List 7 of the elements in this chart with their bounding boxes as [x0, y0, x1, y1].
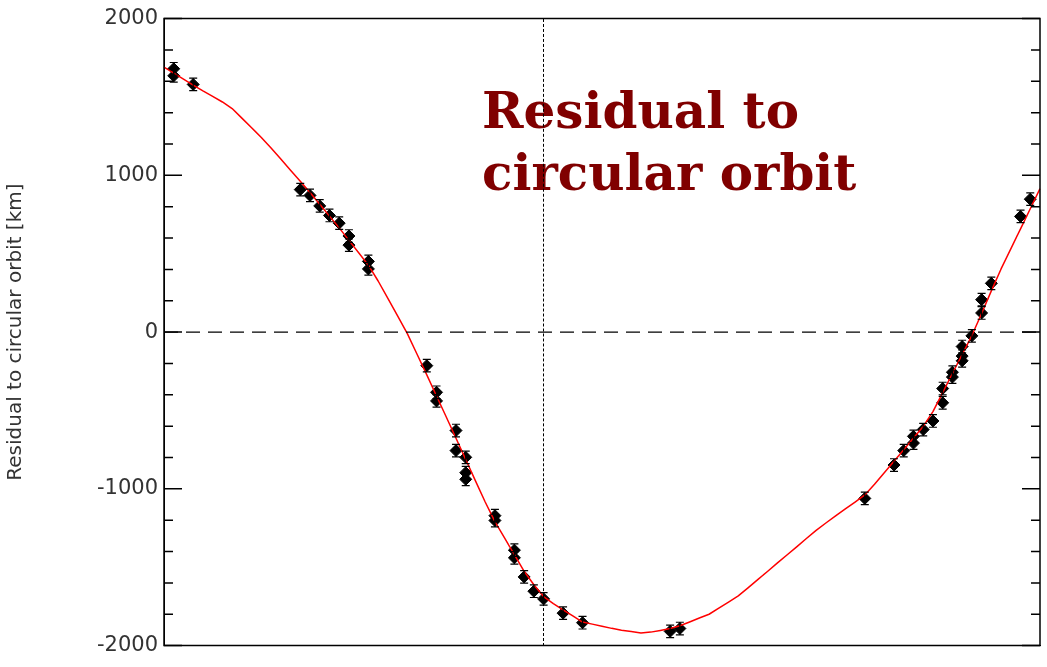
y-tick-label: 2000: [104, 5, 158, 30]
y-tick-label: -1000: [96, 475, 158, 500]
annotation: Residual to circular orbit: [482, 81, 857, 202]
y-tick-label: -2000: [96, 632, 158, 657]
y-axis-title: Residual to circular orbit [km]: [2, 183, 27, 481]
y-tick-label: 0: [144, 318, 158, 343]
y-tick-label: 1000: [104, 161, 158, 186]
